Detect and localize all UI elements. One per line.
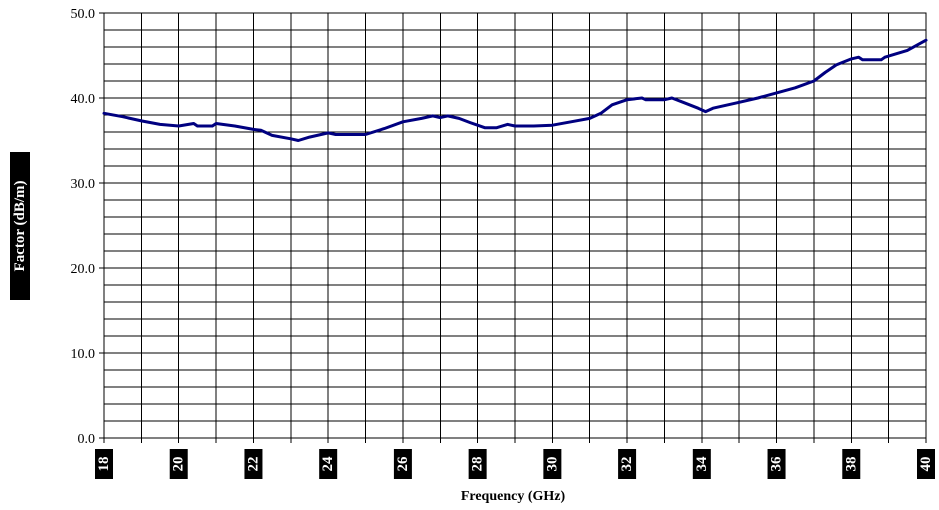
x-tick-label-background xyxy=(319,449,338,479)
x-tick-labels: 18 20 22 24 26 28 30 32 34 36 38 40 xyxy=(95,449,935,479)
series xyxy=(102,38,928,142)
x-tick-label-text: 38 xyxy=(843,457,859,472)
x-tick-label: 36 xyxy=(767,449,786,479)
x-tick-label-background xyxy=(692,449,711,479)
x-tick-label-background xyxy=(543,449,562,479)
x-tick-label: 22 xyxy=(244,449,263,479)
x-tick-label: 30 xyxy=(543,449,562,479)
x-tick-label-background xyxy=(95,449,113,479)
y-tick-label: 30.0 xyxy=(71,177,96,192)
x-tick-label-background xyxy=(393,449,412,479)
x-tick-label: 38 xyxy=(842,449,861,479)
y-tick-label: 10.0 xyxy=(71,347,96,362)
x-tick-label: 32 xyxy=(618,449,637,479)
y-axis-label-background xyxy=(10,152,30,300)
x-tick-label-text: 24 xyxy=(320,456,336,472)
x-tick-label: 18 xyxy=(95,449,113,479)
series-line xyxy=(102,38,928,142)
x-tick-label-background xyxy=(618,449,637,479)
x-tick-label: 26 xyxy=(393,449,412,479)
x-tick-label-text: 26 xyxy=(395,456,411,472)
y-axis-title: Factor (dB/m) xyxy=(12,181,28,272)
y-tick-label: 50.0 xyxy=(71,7,96,22)
x-tick-label-text: 36 xyxy=(769,456,785,472)
x-tick-label-text: 30 xyxy=(544,457,560,472)
x-axis-title: Frequency (GHz) xyxy=(461,489,566,504)
y-tick-label: 0.0 xyxy=(78,432,96,447)
x-tick-label-text: 40 xyxy=(918,457,934,472)
x-tick-label-background xyxy=(169,449,188,479)
x-tick-label: 40 xyxy=(917,449,935,479)
grid xyxy=(99,12,927,443)
y-tick-label: 20.0 xyxy=(71,262,96,277)
x-tick-label-text: 20 xyxy=(171,457,187,472)
y-tick-labels: 0.0 10.0 20.0 30.0 40.0 50.0 xyxy=(71,7,96,447)
x-tick-label-background xyxy=(767,449,786,479)
x-tick-label-background xyxy=(244,449,263,479)
x-tick-label: 28 xyxy=(468,449,487,479)
x-tick-label-text: 32 xyxy=(619,457,635,472)
y-axis-label: Factor (dB/m) xyxy=(10,152,30,300)
x-tick-label-background xyxy=(468,449,487,479)
x-tick-label-text: 22 xyxy=(245,457,261,472)
y-tick-label: 40.0 xyxy=(71,92,96,107)
plot-border xyxy=(103,12,927,439)
x-tick-label-background xyxy=(917,449,935,479)
x-tick-label-text: 34 xyxy=(694,456,710,472)
x-tick-label-text: 28 xyxy=(470,457,486,472)
x-tick-label: 34 xyxy=(692,449,711,479)
x-tick-label-text: 18 xyxy=(96,457,112,472)
x-tick-label-background xyxy=(842,449,861,479)
x-tick-label: 20 xyxy=(169,449,188,479)
x-tick-label: 24 xyxy=(319,449,338,479)
